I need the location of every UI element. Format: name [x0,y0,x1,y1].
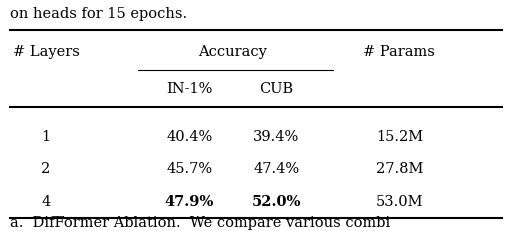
Text: 15.2M: 15.2M [376,129,423,143]
Text: 53.0M: 53.0M [376,194,423,208]
Text: a.  DifFormer Ablation.  We compare various combi: a. DifFormer Ablation. We compare variou… [10,215,391,229]
Text: 40.4%: 40.4% [166,129,212,143]
Text: 47.9%: 47.9% [165,194,214,208]
Text: 2: 2 [41,162,51,176]
Text: IN-1%: IN-1% [166,82,212,96]
Text: CUB: CUB [260,82,293,96]
Text: # Params: # Params [364,45,435,59]
Text: 1: 1 [41,129,51,143]
Text: Accuracy: Accuracy [199,45,267,59]
Text: 27.8M: 27.8M [376,162,423,176]
Text: 47.4%: 47.4% [253,162,300,176]
Text: # Layers: # Layers [13,45,79,59]
Text: 4: 4 [41,194,51,208]
Text: on heads for 15 epochs.: on heads for 15 epochs. [10,7,187,21]
Text: 39.4%: 39.4% [253,129,300,143]
Text: 45.7%: 45.7% [166,162,212,176]
Text: 52.0%: 52.0% [252,194,301,208]
